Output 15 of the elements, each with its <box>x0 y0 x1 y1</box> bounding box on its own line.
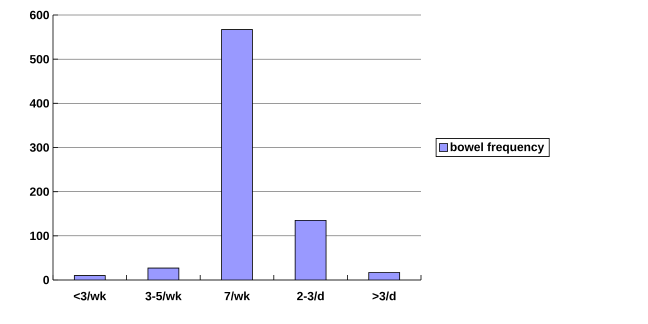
y-tick-label: 600 <box>30 10 49 20</box>
x-tick-label: 7/wk <box>224 292 250 300</box>
y-tick-label: 0 <box>43 276 49 284</box>
bar <box>295 220 326 280</box>
legend-label: bowel frequency <box>450 142 544 154</box>
x-tick-label: <3/wk <box>74 292 106 300</box>
y-tick-label: 200 <box>30 187 49 196</box>
x-tick-label: >3/d <box>372 292 396 300</box>
x-tick-label: 2-3/d <box>297 292 324 300</box>
bar <box>222 30 252 280</box>
y-tick-label: 500 <box>30 54 49 64</box>
y-tick-label: 300 <box>30 143 49 152</box>
y-tick-label: 100 <box>30 232 49 240</box>
x-tick-label: 3-5/wk <box>145 292 182 300</box>
y-tick-label: 400 <box>30 99 49 108</box>
